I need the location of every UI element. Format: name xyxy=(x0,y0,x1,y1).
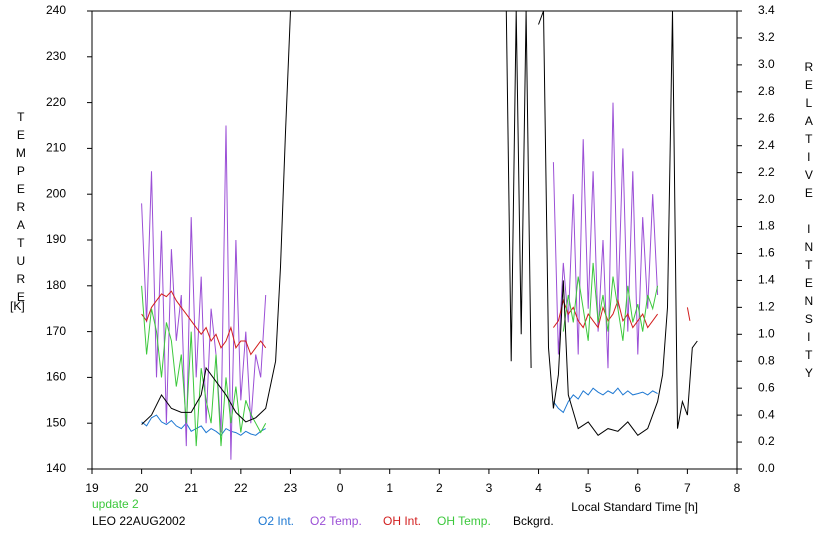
y2-tick-label: 0.0 xyxy=(758,461,775,475)
x-tick-label: 7 xyxy=(684,481,691,495)
y2-axis-label: RELATIVE INTENSITY xyxy=(802,60,816,384)
y2-tick-label: 0.2 xyxy=(758,434,775,448)
y2-tick-label: 3.4 xyxy=(758,3,775,17)
legend-entry: O2 Temp. xyxy=(310,514,362,528)
x-axis-label: Local Standard Time [h] xyxy=(571,500,698,514)
annotation: update 2 xyxy=(92,497,139,511)
y-tick-label: 140 xyxy=(46,461,66,475)
legend-entry: OH Temp. xyxy=(437,514,491,528)
x-tick-label: 0 xyxy=(337,481,344,495)
x-tick-label: 4 xyxy=(535,481,542,495)
legend-entry: O2 Int. xyxy=(258,514,294,528)
y-tick-label: 210 xyxy=(46,141,66,155)
legend-entry: Bckgrd. xyxy=(513,514,554,528)
y2-tick-label: 0.8 xyxy=(758,353,775,367)
y2-tick-label: 0.6 xyxy=(758,380,775,394)
y2-tick-label: 2.0 xyxy=(758,192,775,206)
x-tick-label: 8 xyxy=(734,481,741,495)
y2-tick-label: 3.2 xyxy=(758,30,775,44)
y2-tick-label: 1.4 xyxy=(758,273,775,287)
y-tick-label: 200 xyxy=(46,186,66,200)
y-tick-label: 190 xyxy=(46,232,66,246)
x-tick-label: 23 xyxy=(284,481,298,495)
y-axis-label: TEMPERATURE xyxy=(14,110,28,308)
y2-tick-label: 1.8 xyxy=(758,219,775,233)
legend-entry: OH Int. xyxy=(383,514,421,528)
y-tick-label: 230 xyxy=(46,49,66,63)
x-tick-label: 1 xyxy=(386,481,393,495)
y2-tick-label: 3.0 xyxy=(758,57,775,71)
y2-tick-label: 1.6 xyxy=(758,246,775,260)
x-tick-label: 20 xyxy=(135,481,149,495)
x-tick-label: 19 xyxy=(85,481,99,495)
y-tick-label: 180 xyxy=(46,278,66,292)
x-tick-label: 5 xyxy=(585,481,592,495)
series-line xyxy=(141,387,658,437)
series-line xyxy=(141,11,698,436)
x-tick-label: 22 xyxy=(234,481,248,495)
y-tick-label: 170 xyxy=(46,324,66,338)
y2-tick-label: 0.4 xyxy=(758,407,775,421)
y2-tick-label: 1.0 xyxy=(758,326,775,340)
x-tick-label: 3 xyxy=(486,481,493,495)
series-line xyxy=(141,290,691,356)
y2-tick-label: 2.2 xyxy=(758,165,775,179)
y-tick-label: 150 xyxy=(46,415,66,429)
y2-tick-label: 1.2 xyxy=(758,300,775,314)
y2-tick-label: 2.8 xyxy=(758,84,775,98)
y2-tick-label: 2.6 xyxy=(758,111,775,125)
chart-title: LEO 22AUG2002 xyxy=(92,514,186,528)
series-line xyxy=(141,262,659,447)
y-tick-label: 240 xyxy=(46,3,66,17)
y2-tick-label: 2.4 xyxy=(758,138,775,152)
x-tick-label: 21 xyxy=(185,481,199,495)
y-tick-label: 160 xyxy=(46,370,66,384)
x-tick-label: 2 xyxy=(436,481,443,495)
x-tick-label: 6 xyxy=(634,481,641,495)
y-tick-label: 220 xyxy=(46,95,66,109)
y-axis-unit: [K] xyxy=(10,299,25,313)
legend: O2 Int. O2 Temp. OH Int. OH Temp. Bckgrd. xyxy=(258,514,554,528)
